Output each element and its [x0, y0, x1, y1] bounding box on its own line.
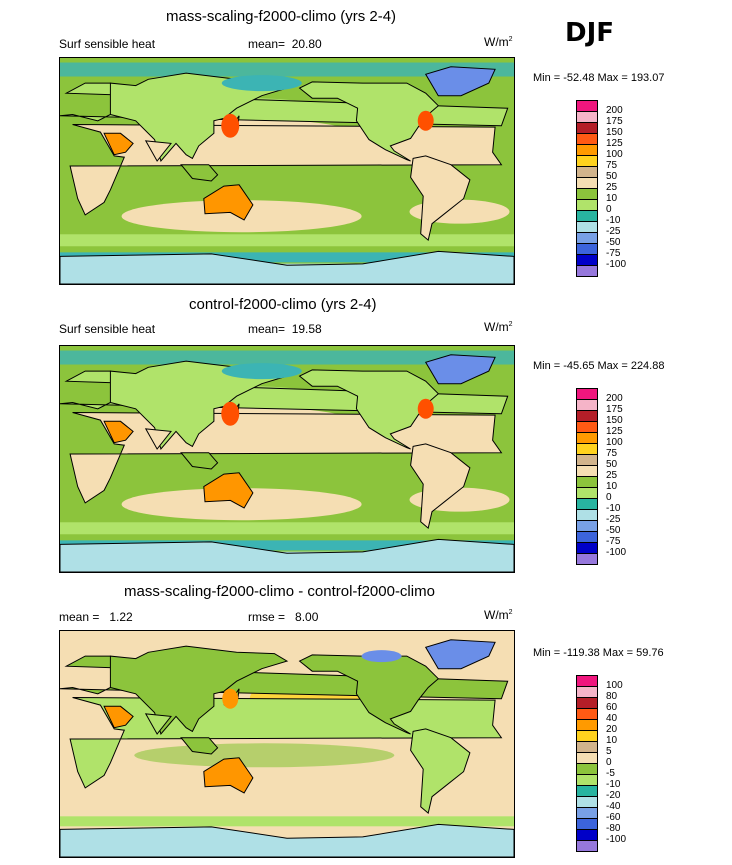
colorbar-level-label: 10 — [606, 735, 618, 746]
panel-1-colorbar: 200 175 150 125 100 75 50 25 10 0 -10 -25 -50 -75 -100 — [576, 100, 626, 277]
colorbar-level-label: -75 — [606, 536, 621, 547]
panel-1-map — [59, 57, 515, 285]
colorbar-level-label: 175 — [606, 116, 623, 127]
colorbar-level-label: 25 — [606, 470, 618, 481]
colorbar-level-label: -10 — [606, 215, 621, 226]
panel-1-stat: mean= 20.80 — [248, 37, 322, 51]
colorbar-swatch — [576, 553, 598, 565]
colorbar-level-label: 100 — [606, 149, 623, 160]
colorbar-level-label: 100 — [606, 437, 623, 448]
colorbar-level-label: 60 — [606, 702, 618, 713]
colorbar-level-label: 125 — [606, 426, 623, 437]
colorbar-level-label: 75 — [606, 160, 618, 171]
colorbar-level-label: 0 — [606, 757, 612, 768]
panel-2-stat-value: 19.58 — [291, 322, 322, 336]
panel-3-minmax: Min = -119.38 Max = 59.76 — [533, 647, 664, 659]
panel-2-stat-label: mean= — [248, 322, 286, 336]
colorbar-level-label: -100 — [606, 259, 627, 270]
colorbar-level-label: 150 — [606, 415, 623, 426]
panel-3-stat-label: rmse = — [248, 610, 286, 624]
panel-3-stat: rmse = 8.00 — [248, 610, 318, 624]
panel-3-mean-label: mean = 1.22 — [59, 610, 133, 624]
panel-2-colorbar: 200 175 150 125 100 75 50 25 10 0 -10 -25 -50 -75 -100 — [576, 388, 626, 565]
colorbar-level-label: 5 — [606, 746, 612, 757]
colorbar-level-label: -25 — [606, 514, 621, 525]
colorbar-level-label: 25 — [606, 182, 618, 193]
colorbar-level-label: 40 — [606, 713, 618, 724]
colorbar-level-label: 100 — [606, 680, 623, 691]
colorbar-level-label: -20 — [606, 790, 621, 801]
colorbar-level-label: -25 — [606, 226, 621, 237]
panel-1-units: W/m2 — [484, 35, 513, 49]
panel-2-map — [59, 345, 515, 573]
colorbar-level-label: 20 — [606, 724, 618, 735]
colorbar-level-label: -50 — [606, 237, 621, 248]
colorbar-level-label: 75 — [606, 448, 618, 459]
colorbar-level-label: -60 — [606, 812, 621, 823]
colorbar-level-label: 200 — [606, 105, 623, 116]
panel-1-title: mass-scaling-f2000-climo (yrs 2-4) — [166, 8, 397, 25]
colorbar-level-label: -100 — [606, 547, 627, 558]
panel-3-title: mass-scaling-f2000-climo - control-f2000… — [124, 583, 435, 600]
colorbar-level-label: -5 — [606, 768, 615, 779]
panel-3-map — [59, 630, 515, 858]
colorbar-level-label: 50 — [606, 459, 618, 470]
panel-2-variable-label: Surf sensible heat — [59, 322, 156, 336]
season-label: DJF — [565, 18, 615, 48]
colorbar-level-label: 0 — [606, 204, 612, 215]
panel-2-units: W/m2 — [484, 320, 513, 334]
colorbar-level-label: 125 — [606, 138, 623, 149]
colorbar-level-label: -75 — [606, 248, 621, 259]
panel-3-colorbar: 100 80 60 40 20 10 5 0 -5 -10 -20 -40 -60 -80 -100 — [576, 675, 626, 852]
colorbar-level-label: -10 — [606, 779, 621, 790]
panel-1-variable-label: Surf sensible heat — [59, 37, 156, 51]
colorbar-level-label: -40 — [606, 801, 621, 812]
colorbar-level-label: 80 — [606, 691, 618, 702]
colorbar-level-label: 175 — [606, 404, 623, 415]
colorbar-level-label: 200 — [606, 393, 623, 404]
panel-3-stat-value: 8.00 — [295, 610, 319, 624]
panel-2-stat: mean= 19.58 — [248, 322, 322, 336]
colorbar-swatch — [576, 840, 598, 852]
colorbar-level-label: -100 — [606, 834, 627, 845]
colorbar-level-label: 50 — [606, 171, 618, 182]
colorbar-level-label: 10 — [606, 481, 618, 492]
panel-3-units: W/m2 — [484, 608, 513, 622]
colorbar-level-label: 150 — [606, 127, 623, 138]
panel-1-stat-label: mean= — [248, 37, 286, 51]
panel-2-title: control-f2000-climo (yrs 2-4) — [189, 296, 377, 313]
colorbar-level-label: -50 — [606, 525, 621, 536]
panel-1-minmax: Min = -52.48 Max = 193.07 — [533, 72, 665, 84]
colorbar-swatch — [576, 265, 598, 277]
colorbar-level-label: -80 — [606, 823, 621, 834]
panel-1-stat-value: 20.80 — [291, 37, 322, 51]
colorbar-level-label: 0 — [606, 492, 612, 503]
colorbar-level-label: -10 — [606, 503, 621, 514]
colorbar-level-label: 10 — [606, 193, 618, 204]
panel-2-minmax: Min = -45.65 Max = 224.88 — [533, 360, 665, 372]
